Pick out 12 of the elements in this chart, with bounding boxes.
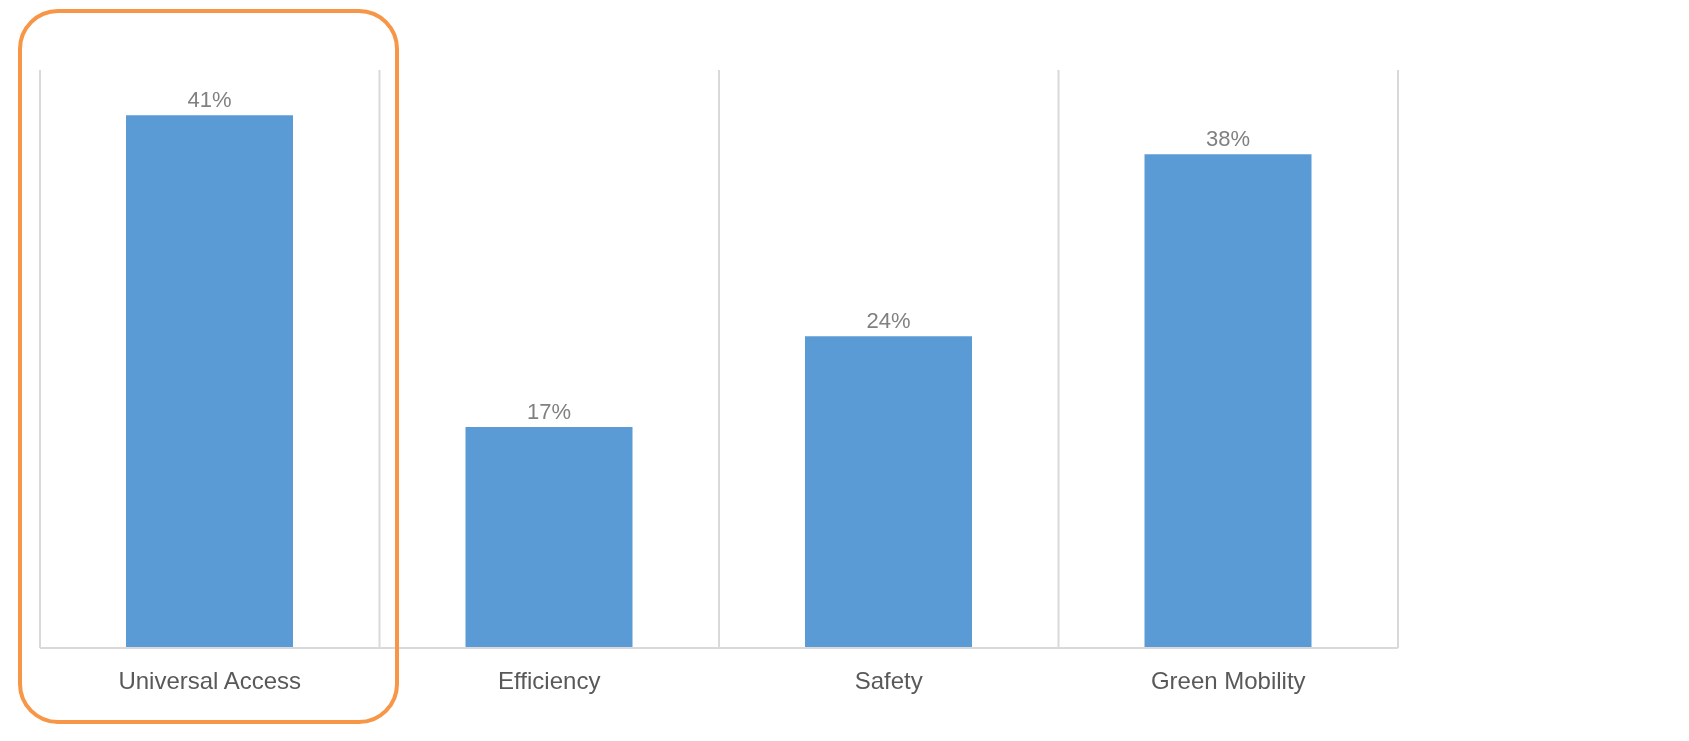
x-tick-label: Green Mobility xyxy=(1150,667,1306,695)
x-tick-label: Efficiency xyxy=(498,667,601,695)
bar xyxy=(465,427,633,648)
bar xyxy=(1144,154,1312,648)
bar xyxy=(126,115,293,648)
x-tick-label: Universal Access xyxy=(118,667,302,695)
bar xyxy=(805,336,972,648)
data-label: 41% xyxy=(187,87,232,113)
data-label: 38% xyxy=(1205,126,1251,152)
data-label: 24% xyxy=(866,308,911,334)
data-label: 17% xyxy=(526,399,572,425)
x-tick-label: Safety xyxy=(854,667,923,695)
